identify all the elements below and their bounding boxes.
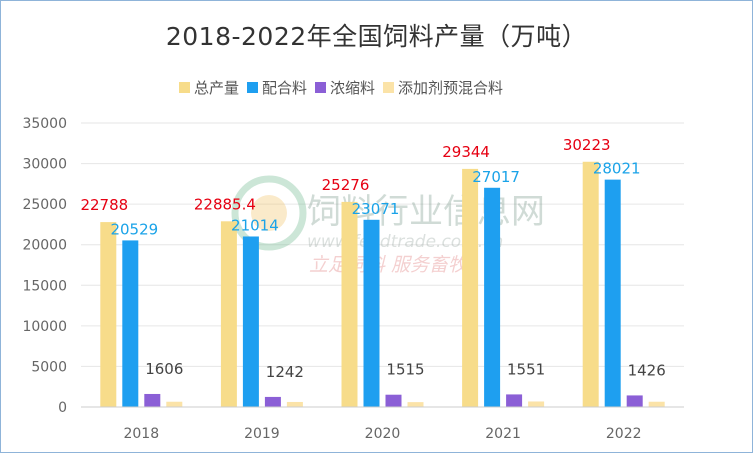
bar bbox=[363, 219, 380, 407]
legend-swatch-total bbox=[179, 82, 190, 93]
legend-label-premix: 添加剂预混合料 bbox=[398, 79, 504, 97]
bar bbox=[626, 395, 643, 407]
watermark-logo-ring bbox=[231, 175, 307, 251]
bar bbox=[648, 401, 665, 407]
data-label: 22885.4 bbox=[194, 195, 256, 213]
data-label: 1242 bbox=[266, 363, 304, 381]
chart-legend: 总产量 配合料 浓缩料 添加剂预混合料 bbox=[179, 77, 503, 98]
data-label: 1426 bbox=[628, 361, 666, 379]
bar bbox=[122, 240, 139, 407]
x-tick-label: 2018 bbox=[123, 426, 159, 442]
legend-item-concentrate[interactable]: 浓缩料 bbox=[315, 77, 375, 98]
legend-item-total[interactable]: 总产量 bbox=[179, 77, 239, 98]
legend-swatch-premix bbox=[383, 82, 395, 93]
x-tick-label: 2022 bbox=[606, 426, 642, 442]
axes: 0 5000 10000 15000 20000 25000 30000 35000 2018 2… bbox=[22, 116, 684, 442]
data-label: 1606 bbox=[145, 360, 183, 378]
data-label: 30223 bbox=[563, 136, 611, 154]
legend-label-concentrate: 浓缩料 bbox=[330, 79, 376, 97]
x-tick-label: 2021 bbox=[485, 426, 521, 442]
data-label: 27017 bbox=[472, 168, 520, 186]
data-label: 1515 bbox=[386, 361, 424, 379]
bars bbox=[100, 161, 665, 407]
y-tick-label: 10000 bbox=[22, 319, 67, 335]
bar bbox=[341, 201, 358, 407]
bar bbox=[506, 394, 523, 407]
y-tick-label: 30000 bbox=[22, 157, 67, 173]
legend-swatch-concentrate bbox=[315, 82, 327, 93]
data-label: 1551 bbox=[507, 360, 545, 378]
legend-item-compound[interactable]: 配合料 bbox=[247, 77, 307, 98]
y-tick-label: 35000 bbox=[22, 116, 67, 132]
data-label: 23071 bbox=[352, 200, 400, 218]
x-tick-label: 2019 bbox=[244, 426, 280, 442]
data-label: 20529 bbox=[110, 220, 158, 238]
legend-label-compound: 配合料 bbox=[262, 79, 308, 97]
data-label: 25276 bbox=[322, 176, 370, 194]
bar bbox=[264, 396, 281, 407]
data-label: 28021 bbox=[593, 160, 641, 178]
legend-swatch-compound bbox=[247, 82, 259, 93]
bar bbox=[220, 221, 237, 407]
legend-item-premix[interactable]: 添加剂预混合料 bbox=[383, 77, 503, 98]
bar bbox=[528, 401, 545, 407]
bar bbox=[407, 402, 424, 407]
bar bbox=[144, 393, 161, 407]
y-tick-label: 25000 bbox=[22, 197, 67, 213]
y-tick-label: 20000 bbox=[22, 238, 67, 254]
watermark-slogan: 立足饲料 服务畜牧 bbox=[309, 254, 470, 276]
bar bbox=[582, 161, 599, 407]
data-label: 22788 bbox=[80, 196, 128, 214]
data-label: 21014 bbox=[231, 216, 279, 234]
bar bbox=[166, 401, 183, 407]
bar bbox=[100, 222, 117, 407]
x-tick-label: 2020 bbox=[365, 426, 401, 442]
y-tick-label: 5000 bbox=[31, 359, 67, 375]
bar bbox=[604, 179, 621, 407]
legend-label-total: 总产量 bbox=[194, 79, 240, 97]
bar bbox=[462, 168, 479, 407]
bar bbox=[242, 236, 259, 407]
data-label: 29344 bbox=[442, 143, 490, 161]
bar bbox=[484, 187, 501, 407]
bar bbox=[286, 401, 303, 407]
watermark-logo-core bbox=[251, 195, 287, 231]
bar bbox=[385, 394, 402, 407]
chart-title: 2018-2022年全国饲料产量（万吨） bbox=[165, 22, 588, 51]
data-labels: 22788 22885.4 25276 29344 30223 20529 21014 230… bbox=[80, 136, 665, 381]
y-tick-label: 15000 bbox=[22, 278, 67, 294]
y-tick-label: 0 bbox=[58, 400, 67, 416]
